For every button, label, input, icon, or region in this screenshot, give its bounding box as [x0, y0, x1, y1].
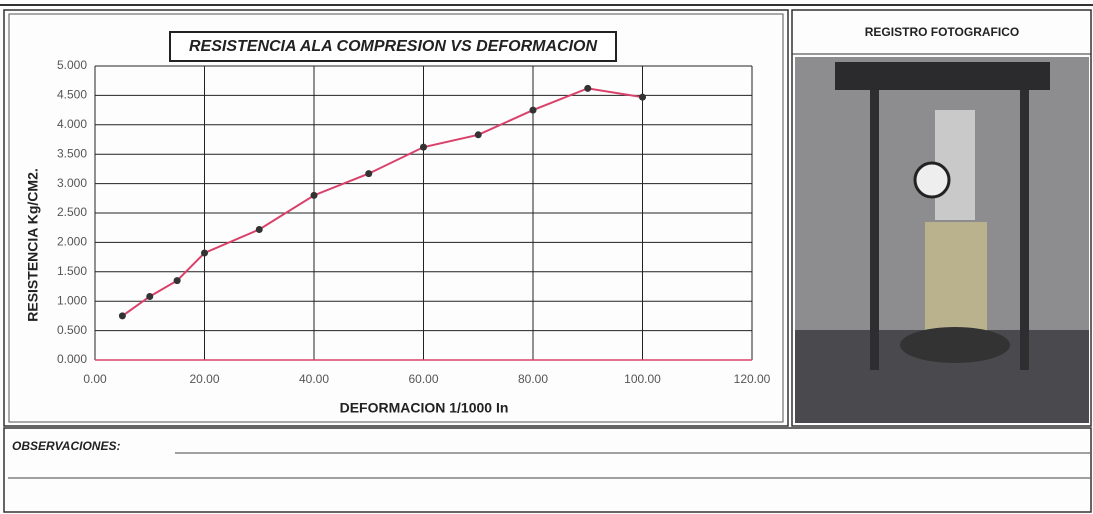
data-point: [146, 292, 154, 300]
photo: [795, 57, 1089, 423]
y-tick-label: 3.000: [57, 176, 87, 190]
x-tick-label: 80.00: [518, 372, 548, 386]
y-tick-label: 3.500: [57, 146, 87, 160]
data-point: [255, 225, 263, 233]
photo-beam: [835, 62, 1050, 90]
x-tick-label: 100.00: [624, 372, 661, 386]
photo-plate: [900, 327, 1010, 363]
y-tick-label: 2.500: [57, 205, 87, 219]
data-point: [420, 143, 427, 151]
y-tick-label: 0.000: [57, 352, 87, 366]
y-tick-label: 5.000: [57, 58, 87, 72]
data-point: [310, 191, 318, 199]
y-axis-label: RESISTENCIA Kg/CM2.: [25, 168, 41, 322]
data-point: [639, 93, 646, 101]
x-tick-label: 0.00: [83, 372, 107, 386]
x-tick-label: 40.00: [299, 372, 329, 386]
data-point: [529, 106, 537, 114]
data-point: [173, 277, 181, 285]
y-tick-label: 4.500: [57, 88, 87, 102]
chart-frame: [3, 9, 789, 427]
chart-title: RESISTENCIA ALA COMPRESION VS DEFORMACIO…: [189, 38, 597, 55]
x-tick-label: 120.00: [734, 372, 771, 386]
observations-frame: [3, 427, 1092, 513]
data-point: [201, 249, 208, 257]
data-point: [118, 312, 126, 320]
y-tick-label: 2.000: [57, 235, 87, 249]
chart-title-box: [169, 31, 617, 62]
photo-column: [870, 90, 879, 370]
y-tick-label: 1.000: [57, 293, 87, 307]
y-tick-label: 4.000: [57, 117, 87, 131]
photo-frame: [791, 9, 1092, 427]
data-line: [121, 87, 643, 317]
data-point: [584, 84, 592, 92]
y-tick-label: 1.500: [57, 264, 87, 278]
data-point: [474, 131, 482, 139]
y-tick-label: 0.500: [57, 323, 87, 337]
x-axis-label: DEFORMACION 1/1000 In: [340, 400, 509, 416]
photo-specimen: [925, 222, 987, 332]
x-tick-label: 20.00: [189, 372, 219, 386]
photo-column: [1020, 90, 1029, 370]
photo-title: REGISTRO FOTOGRAFICO: [865, 25, 1019, 39]
observations-label: OBSERVACIONES:: [12, 439, 120, 453]
x-tick-label: 60.00: [408, 372, 438, 386]
data-point: [365, 170, 373, 178]
chart-inner-frame: [8, 13, 784, 423]
photo-gauge: [913, 161, 951, 199]
